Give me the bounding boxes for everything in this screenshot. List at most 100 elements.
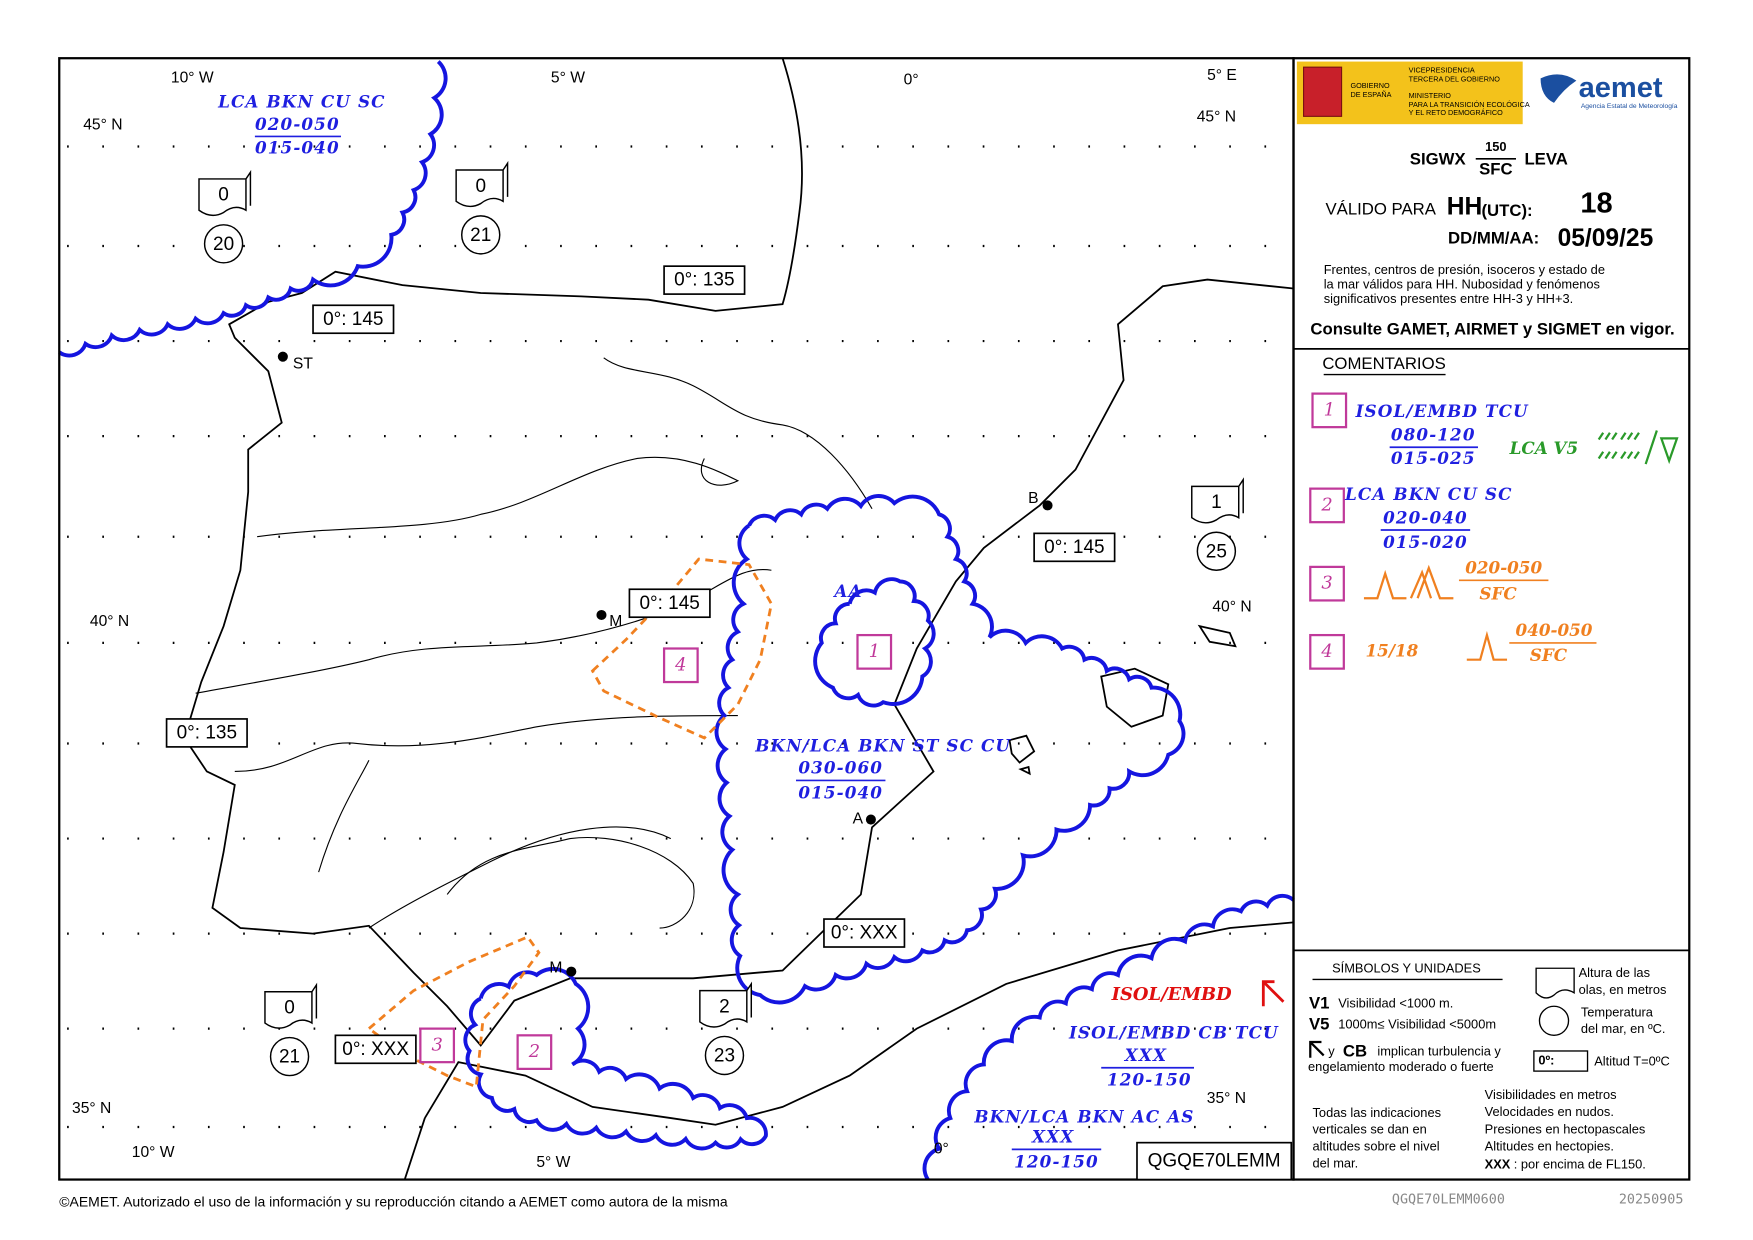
label: XXX <box>1124 1045 1167 1065</box>
cloud-boundary <box>58 60 448 358</box>
label: Altitud T=0ºC <box>1594 1054 1670 1069</box>
label: 015-020 <box>1383 532 1468 552</box>
note-line: la mar válidos para HH. Nubosidad y fenó… <box>1324 277 1600 292</box>
label: (UTC): <box>1481 201 1532 220</box>
temp-circle <box>269 1036 310 1077</box>
box <box>1533 1050 1589 1072</box>
label: 040-050 <box>1516 620 1593 640</box>
freezing-level: 0°: 145 <box>1044 537 1104 558</box>
temp-circle <box>704 1035 745 1076</box>
label: CB <box>1343 1042 1367 1061</box>
latitude-label: 40° N <box>90 613 129 630</box>
label: COMENTARIOS <box>1322 354 1445 373</box>
label: 0º: <box>1538 1052 1554 1067</box>
temp-circle <box>1196 531 1237 571</box>
label: DE ESPAÑA <box>1351 90 1392 99</box>
file-date: 20250905 <box>1619 1193 1684 1208</box>
label: GOBIERNO <box>1351 81 1390 90</box>
city-label: A <box>853 811 864 828</box>
area-marker: 2 <box>528 1041 540 1062</box>
box <box>1309 487 1345 524</box>
city-label: M <box>609 613 622 630</box>
date: 05/09/25 <box>1558 225 1654 252</box>
label: ISOL/EMBD CB TCU <box>1068 1023 1279 1043</box>
box <box>856 633 893 670</box>
cloud-boundary <box>922 893 1295 1181</box>
box <box>1311 392 1348 429</box>
crest <box>1303 66 1343 117</box>
city-dot <box>865 814 876 825</box>
label: 120-150 <box>1107 1070 1192 1090</box>
cloud-boundary <box>714 494 1186 1005</box>
city-dot <box>566 966 577 977</box>
product-code: QGQE70LEMM <box>1148 1151 1281 1172</box>
latitude-label: 45° N <box>1197 109 1236 126</box>
label: 020-040 <box>1383 507 1468 527</box>
note-line: Frentes, centros de presión, isoceros y … <box>1324 262 1605 277</box>
longitude-label: 5° E <box>1207 67 1237 84</box>
freezing-level: 0°: XXX <box>831 923 898 944</box>
label: ISOL/EMBD TCU <box>1355 401 1529 421</box>
box <box>334 1034 417 1065</box>
comment-id: 1 <box>1324 399 1335 420</box>
vertical-note: del mar. <box>1313 1155 1359 1170</box>
label: Visibilidad <1000 m. <box>1338 995 1453 1010</box>
comment-id: 3 <box>1321 573 1332 594</box>
label: : por encima de FL150. <box>1514 1156 1646 1171</box>
label: LCA V5 <box>1509 438 1579 458</box>
sea-flag <box>1191 477 1244 524</box>
label: LCA BKN CU SC <box>1344 484 1513 504</box>
area-marker: 1 <box>869 641 880 662</box>
city-label: B <box>1028 490 1038 507</box>
vertical-note: Todas las indicaciones <box>1313 1105 1442 1120</box>
area-marker: 4 <box>674 654 686 675</box>
label: 15/18 <box>1366 640 1419 660</box>
latitude-label: 40° N <box>1212 598 1251 615</box>
temp-icon <box>1538 1005 1570 1037</box>
label: 015-025 <box>1391 448 1476 468</box>
city-label: M <box>549 959 562 976</box>
sea-flag <box>699 981 753 1028</box>
product: SIGWX <box>1410 149 1467 168</box>
sea-flag <box>455 160 509 208</box>
wave-icon <box>1535 967 1575 999</box>
freezing-level: 0°: 145 <box>639 593 699 614</box>
comment-id: 4 <box>1320 641 1332 662</box>
sea-temperature: 21 <box>470 225 491 246</box>
sea-temperature: 21 <box>279 1047 300 1068</box>
units-note: Altitudes en hectopies. <box>1485 1139 1614 1154</box>
label: engelamiento moderado o fuerte <box>1308 1059 1494 1074</box>
city-dot <box>596 609 607 620</box>
cloud-boundary <box>463 966 768 1151</box>
turb-symbol <box>1309 1040 1325 1058</box>
cloud-boundary <box>813 577 936 708</box>
hazard-area <box>366 935 541 1089</box>
panel-frame <box>1292 57 1691 1181</box>
box <box>419 1027 456 1064</box>
box <box>312 304 395 335</box>
label: y <box>1328 1043 1335 1058</box>
aemet-icon <box>1540 74 1577 103</box>
sea-temperature: 25 <box>1206 541 1227 562</box>
label: 18 <box>1580 187 1612 219</box>
latitude-label: 35° N <box>72 1100 111 1117</box>
label: 030-060 <box>798 758 883 778</box>
sea-temperature: 23 <box>714 1046 735 1067</box>
label: 015-040 <box>798 782 883 802</box>
sea-flag <box>198 169 252 217</box>
longitude-label: 5° W <box>551 69 585 86</box>
label: TERCERA DEL GOBIERNO <box>1409 74 1501 83</box>
box <box>516 1034 553 1070</box>
label: LEVA <box>1524 149 1567 168</box>
label: MINISTERIO <box>1409 91 1452 100</box>
city-label: ST <box>293 356 313 373</box>
sea-temperature: 20 <box>213 234 234 255</box>
file-name: QGQE70LEMM0600 <box>1392 1193 1505 1208</box>
box <box>823 918 906 948</box>
latitude-label: 45° N <box>83 116 122 133</box>
aemet-logo: aemet <box>1579 72 1663 104</box>
aemet-sub: Agencia Estatal de Meteorología <box>1581 103 1678 110</box>
label: Y EL RETO DEMOGRÁFICO <box>1409 108 1503 117</box>
box <box>628 588 711 619</box>
